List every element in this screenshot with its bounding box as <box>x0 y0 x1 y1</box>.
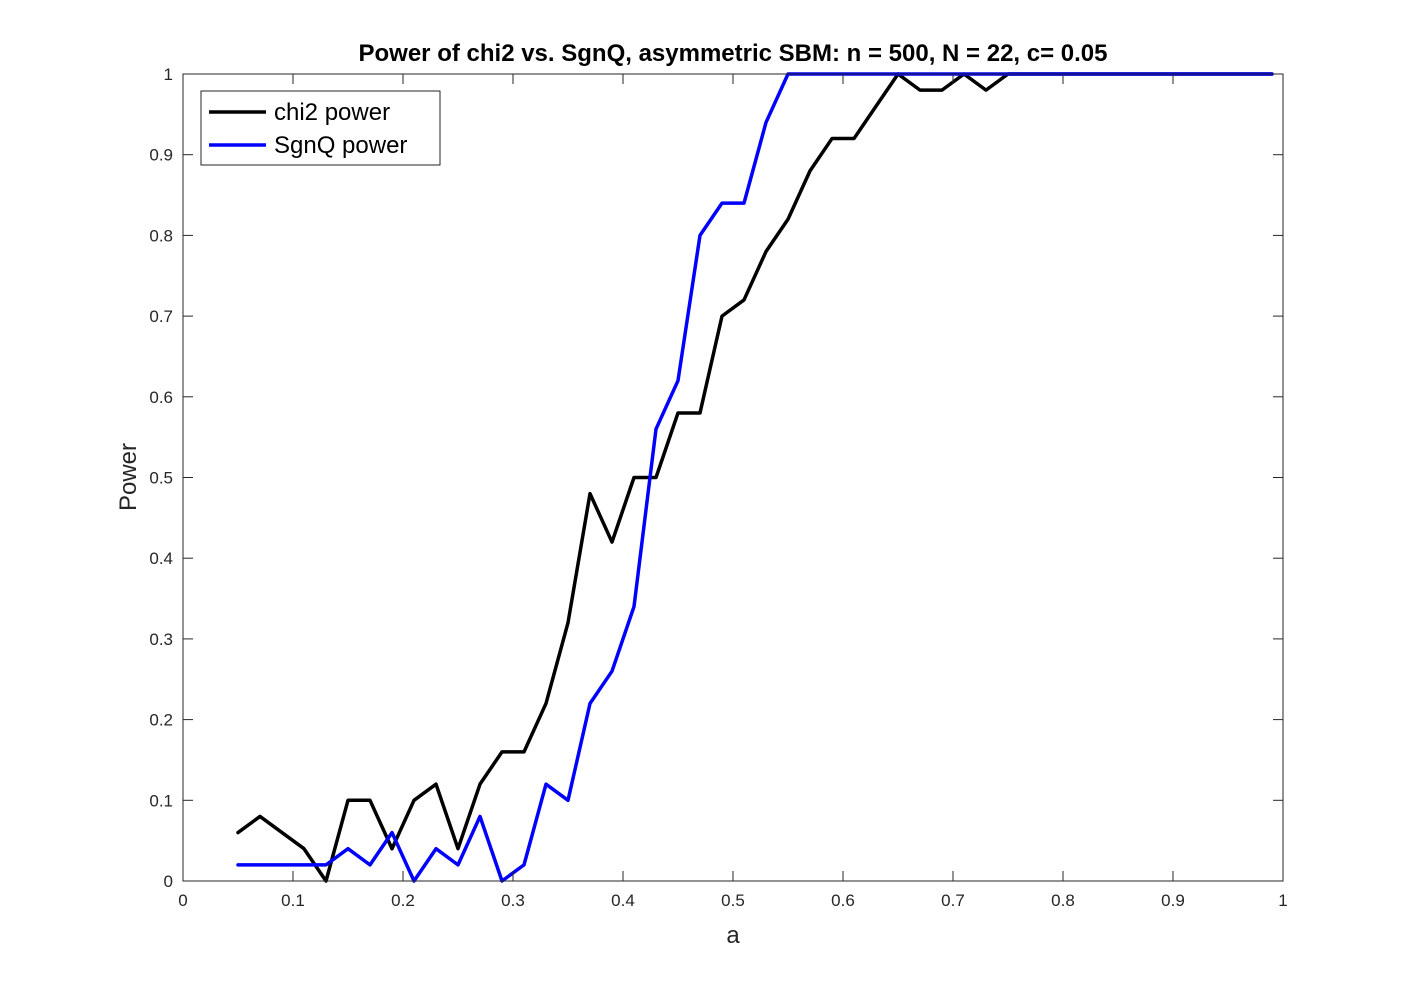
plot-area <box>183 74 1283 881</box>
x-tick-label: 0 <box>178 891 187 910</box>
y-tick-label: 0.5 <box>149 469 173 488</box>
y-tick-label: 0.7 <box>149 307 173 326</box>
x-axis-label: a <box>726 922 740 949</box>
legend-label-sgnq: SgnQ power <box>274 132 407 159</box>
y-tick-label: 0.3 <box>149 630 173 649</box>
y-axis-label: Power <box>115 443 142 511</box>
y-tick-label: 0.8 <box>149 226 173 245</box>
x-tick-label: 0.3 <box>501 891 525 910</box>
chart-title: Power of chi2 vs. SgnQ, asymmetric SBM: … <box>359 40 1108 67</box>
legend-box <box>200 90 441 166</box>
x-tick-label: 0.1 <box>281 891 305 910</box>
x-axis: 0 0.1 0.2 0.3 0.4 0.5 0.6 0.7 0.8 0.9 1 <box>178 74 1288 910</box>
x-tick-label: 0.8 <box>1051 891 1075 910</box>
x-tick-label: 0.5 <box>721 891 745 910</box>
x-tick-label: 0.4 <box>611 891 635 910</box>
y-tick-label: 0.2 <box>149 711 173 730</box>
x-tick-label: 1 <box>1278 891 1287 910</box>
x-tick-label: 0.9 <box>1161 891 1185 910</box>
y-tick-label: 0 <box>164 872 173 891</box>
y-axis: 0 0.1 0.2 0.3 0.4 0.5 0.6 0.7 0.8 0.9 1 <box>149 65 1283 891</box>
y-tick-label: 0.4 <box>149 549 173 568</box>
x-tick-label: 0.6 <box>831 891 855 910</box>
y-tick-label: 0.9 <box>149 146 173 165</box>
y-tick-label: 1 <box>164 65 173 84</box>
x-tick-label: 0.2 <box>391 891 415 910</box>
legend: chi2 power SgnQ power <box>200 90 441 166</box>
y-tick-label: 0.6 <box>149 388 173 407</box>
x-tick-label: 0.7 <box>941 891 965 910</box>
y-tick-label: 0.1 <box>149 791 173 810</box>
legend-label-chi2: chi2 power <box>274 99 390 126</box>
